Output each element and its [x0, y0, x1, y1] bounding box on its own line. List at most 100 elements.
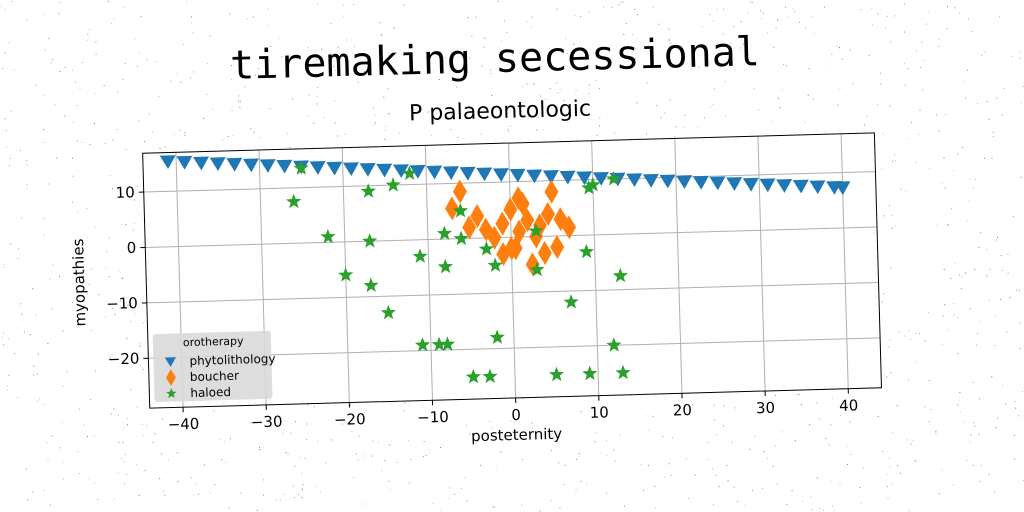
phytolithology-point — [759, 178, 776, 193]
noise-dot — [284, 429, 285, 431]
noise-dot — [889, 339, 891, 341]
noise-dot — [888, 457, 890, 459]
noise-dot — [486, 114, 488, 116]
noise-dot — [896, 405, 898, 406]
noise-dot — [953, 484, 954, 486]
noise-dot — [269, 77, 271, 79]
noise-dot — [25, 468, 27, 470]
noise-dot — [130, 389, 132, 391]
noise-dot — [988, 473, 990, 475]
noise-dot — [605, 492, 607, 494]
noise-dot — [946, 28, 948, 30]
phytolithology-point — [742, 177, 759, 192]
x-gridline — [508, 143, 517, 398]
noise-dot — [223, 440, 225, 442]
noise-dot — [374, 114, 376, 116]
haloed-point — [385, 177, 401, 192]
phytolithology-point — [726, 177, 743, 191]
noise-dot — [106, 250, 108, 252]
noise-dot — [387, 87, 389, 89]
noise-dot — [799, 21, 801, 23]
noise-dot — [214, 484, 216, 485]
noise-dot — [978, 247, 980, 248]
noise-dot — [504, 20, 506, 22]
noise-dot — [967, 18, 969, 20]
noise-dot — [826, 63, 828, 65]
noise-dot — [781, 89, 783, 91]
noise-dot — [877, 13, 879, 15]
noise-dot — [475, 16, 477, 18]
noise-dot — [895, 160, 897, 162]
noise-dot — [9, 165, 11, 167]
noise-dot — [880, 83, 882, 85]
noise-dot — [787, 15, 789, 17]
noise-dot — [109, 174, 111, 176]
noise-dot — [890, 41, 892, 43]
noise-dot — [484, 37, 486, 39]
noise-dot — [887, 497, 889, 499]
noise-dot — [198, 493, 200, 495]
haloed-point — [582, 365, 598, 381]
noise-dot — [656, 104, 658, 106]
noise-dot — [9, 157, 11, 159]
noise-dot — [915, 333, 917, 335]
noise-dot — [59, 450, 61, 452]
phytolithology-point — [376, 163, 393, 178]
noise-dot — [531, 16, 533, 18]
noise-dot — [43, 142, 45, 143]
noise-dot — [8, 338, 10, 340]
noise-dot — [439, 509, 441, 511]
noise-dot — [538, 117, 540, 119]
noise-dot — [897, 465, 899, 467]
x-axis-ticks: −40 −30 −20 −10 0 10 20 30 40 — [167, 388, 858, 434]
noise-dot — [786, 504, 788, 505]
noise-dot — [837, 104, 839, 106]
boucher-point — [503, 197, 518, 222]
noise-dot — [947, 6, 948, 8]
noise-dot — [830, 480, 832, 482]
noise-dot — [521, 504, 523, 506]
noise-dot — [190, 477, 192, 479]
noise-dot — [918, 332, 920, 334]
noise-dot — [958, 399, 960, 401]
noise-dot — [596, 431, 598, 433]
noise-dot — [95, 53, 97, 55]
noise-dot — [613, 449, 615, 451]
legend-label-haloed: haloed — [190, 385, 231, 400]
noise-dot — [707, 441, 709, 443]
noise-dot — [740, 21, 742, 23]
noise-dot — [116, 129, 118, 131]
noise-dot — [164, 146, 166, 148]
noise-dot — [33, 365, 35, 367]
noise-dot — [1005, 403, 1007, 405]
noise-dot — [892, 160, 893, 162]
noise-dot — [501, 39, 503, 41]
noise-dot — [14, 352, 16, 354]
noise-dot — [132, 187, 134, 189]
noise-dot — [122, 78, 124, 80]
noise-dot — [123, 461, 125, 463]
noise-dot — [176, 73, 178, 75]
noise-dot — [519, 52, 521, 54]
noise-dot — [26, 163, 28, 165]
haloed-point — [548, 366, 565, 382]
noise-dot — [799, 393, 801, 395]
noise-dot — [740, 47, 742, 49]
noise-dot — [112, 139, 114, 141]
noise-dot — [267, 25, 269, 26]
noise-dot — [906, 138, 908, 140]
noise-dot — [134, 38, 136, 40]
noise-dot — [1003, 88, 1005, 89]
noise-dot — [1021, 271, 1023, 273]
noise-dot — [121, 277, 123, 279]
noise-dot — [469, 57, 471, 59]
noise-dot — [108, 237, 110, 239]
noise-dot — [202, 117, 204, 119]
noise-dot — [618, 4, 620, 6]
noise-dot — [86, 39, 88, 41]
noise-dot — [882, 450, 883, 452]
noise-dot — [372, 440, 374, 442]
noise-dot — [812, 15, 813, 17]
noise-dot — [832, 505, 833, 507]
